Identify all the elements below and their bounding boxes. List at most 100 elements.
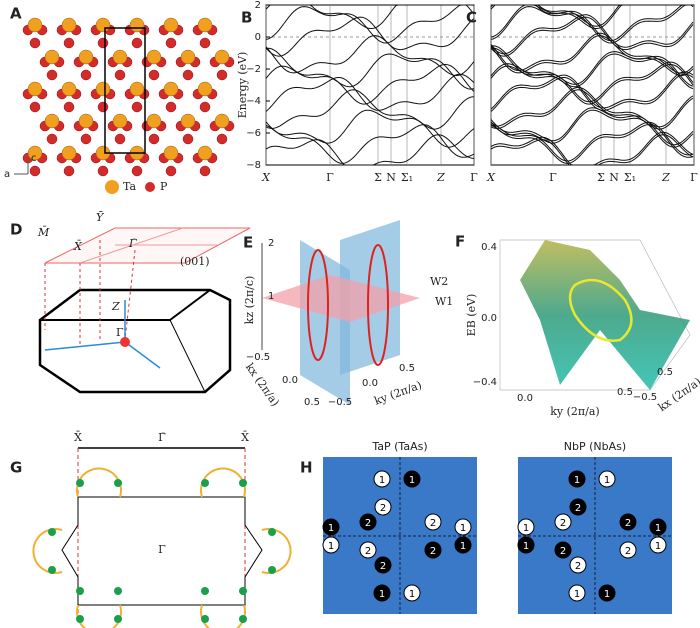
- panel-letter: A: [10, 5, 22, 23]
- weyl-label: 1: [655, 523, 661, 534]
- y-tick-label: −8: [246, 160, 261, 171]
- p-atom: [97, 165, 109, 177]
- panel-letter: C: [466, 9, 477, 27]
- weyl-label: 1: [523, 541, 529, 552]
- p-atom: [199, 165, 211, 177]
- weyl-point: [403, 470, 421, 488]
- ta-atom: [146, 113, 162, 129]
- p-atom: [80, 133, 92, 145]
- map-title: NbP (NbAs): [564, 440, 626, 453]
- panel-letter: D: [10, 221, 22, 239]
- axis-label: EB (eV): [465, 294, 478, 337]
- unit-cell: [104, 27, 146, 154]
- weyl-point: [568, 470, 586, 488]
- axis-label: c: [31, 153, 37, 164]
- ta-atom: [61, 17, 77, 33]
- axis-label: kz (2π/c): [243, 276, 256, 325]
- axis-label: kx (2π/a): [243, 361, 282, 409]
- weyl-label: 1: [328, 541, 334, 552]
- legend-p: [145, 182, 155, 192]
- ta-atom: [146, 49, 162, 65]
- k-label: Σ: [374, 171, 382, 184]
- weyl-label: 1: [379, 589, 385, 600]
- legend-label: Ta: [123, 180, 136, 193]
- y-tick-label: −2: [246, 64, 261, 75]
- bz-label: M̄: [37, 226, 50, 239]
- p-atom: [63, 101, 75, 113]
- weyl-label: 1: [655, 541, 661, 552]
- band: [490, 121, 694, 162]
- weyl-label: 2: [625, 518, 631, 529]
- ta-atom: [197, 145, 213, 161]
- tick-label: 0.0: [481, 313, 497, 324]
- k-label: Σ₁: [624, 171, 636, 184]
- p-atom: [114, 133, 126, 145]
- ta-atom: [180, 49, 196, 65]
- weyl-label: 1: [328, 523, 334, 534]
- band: [265, 35, 475, 77]
- panel-letter: F: [455, 233, 465, 251]
- tick-label: −0.5: [633, 392, 657, 403]
- k-label: Σ: [597, 171, 605, 184]
- ta-atom: [61, 145, 77, 161]
- p-atom: [182, 69, 194, 81]
- weyl-point: [359, 541, 377, 559]
- band: [265, 124, 475, 164]
- weyl-point: [359, 513, 377, 531]
- p-atom: [165, 37, 177, 49]
- band: [490, 131, 694, 166]
- panel-letter: B: [241, 9, 252, 27]
- bz-label: Γ̄: [158, 431, 166, 444]
- tick-label: −0.5: [328, 397, 352, 408]
- bz-label: Ȳ: [96, 211, 105, 224]
- plane-label: W2: [430, 275, 448, 288]
- p-atom: [97, 101, 109, 113]
- axis-label: ky (2π/a): [550, 405, 599, 418]
- ta-atom: [214, 49, 230, 65]
- bz-label: (001): [180, 255, 210, 268]
- tick-label: 0.0: [362, 378, 378, 389]
- weyl-point: [598, 584, 616, 602]
- k-label: X: [486, 171, 496, 184]
- weyl-label: 1: [460, 541, 466, 552]
- ta-atom: [95, 17, 111, 33]
- band: [490, 107, 694, 146]
- band: [265, 4, 475, 29]
- band: [265, 134, 475, 166]
- p-atom: [29, 101, 41, 113]
- k-label: Γ: [690, 171, 698, 184]
- weyl-point: [322, 536, 340, 554]
- ta-atom: [78, 113, 94, 129]
- band: [265, 4, 475, 44]
- axis-label: kx (2π/a): [656, 375, 700, 414]
- panel-d-drawing: [38, 227, 251, 394]
- band: [490, 47, 694, 90]
- band: [265, 47, 475, 90]
- weyl-point: [619, 541, 637, 559]
- weyl-point: [569, 498, 587, 516]
- k-label: X: [261, 171, 271, 184]
- band: [490, 16, 694, 57]
- p-atom: [199, 37, 211, 49]
- tick-label: 0.5: [657, 367, 673, 378]
- panel-e-drawing: [261, 220, 420, 405]
- y-tick-label: 2: [255, 0, 261, 11]
- k-label: Z: [661, 171, 670, 184]
- weyl-label: 2: [560, 518, 566, 529]
- tick-label: −0.5: [246, 352, 270, 363]
- ta-atom: [163, 17, 179, 33]
- band: [265, 89, 475, 130]
- band: [490, 109, 694, 148]
- band: [490, 4, 693, 42]
- p-atom: [63, 37, 75, 49]
- weyl-point: [517, 518, 535, 536]
- band: [490, 71, 694, 110]
- band: [265, 109, 475, 148]
- weyl-point: [424, 541, 442, 559]
- weyl-label: 1: [604, 475, 610, 486]
- ta-atom: [44, 49, 60, 65]
- y-tick-label: −4: [246, 96, 261, 107]
- weyl-point: [598, 470, 616, 488]
- band: [490, 14, 694, 55]
- ta-atom: [112, 49, 128, 65]
